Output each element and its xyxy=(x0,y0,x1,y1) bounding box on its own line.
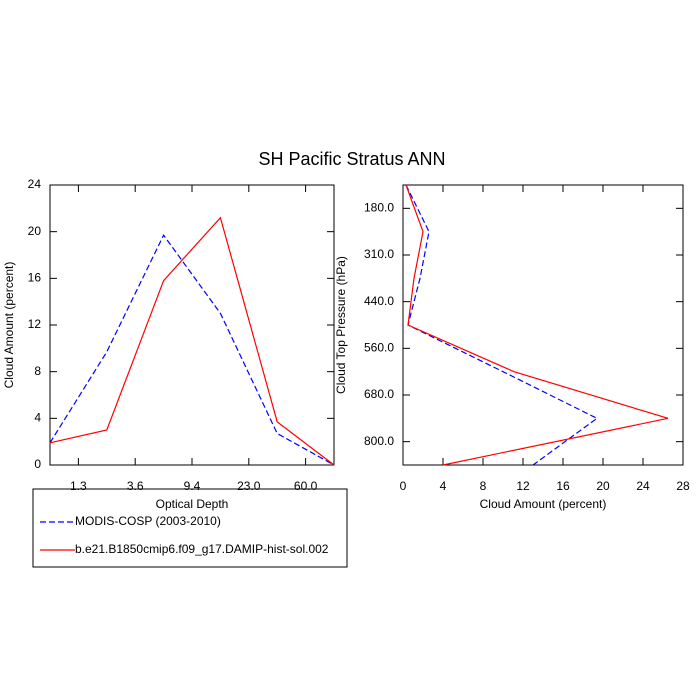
y-tick-label: 680.0 xyxy=(364,387,394,401)
y-tick-label: 0 xyxy=(34,457,41,471)
series-line xyxy=(50,218,334,465)
x-tick-label: 12 xyxy=(516,479,530,493)
x-tick-label: 0 xyxy=(400,479,407,493)
series-line xyxy=(406,185,597,465)
x-tick-label: 16 xyxy=(556,479,570,493)
y-tick-label: 310.0 xyxy=(364,247,394,261)
x-tick-label: 28 xyxy=(676,479,690,493)
x-axis-label: Cloud Amount (percent) xyxy=(480,497,607,511)
series-line xyxy=(50,235,334,465)
y-tick-label: 12 xyxy=(28,317,42,331)
y-tick-label: 8 xyxy=(34,364,41,378)
series-line xyxy=(406,185,668,465)
legend-label: b.e21.B1850cmip6.f09_g17.DAMIP-hist-sol.… xyxy=(75,542,329,556)
y-tick-label: 20 xyxy=(28,224,42,238)
x-tick-label: 4 xyxy=(440,479,447,493)
legend-label: MODIS-COSP (2003-2010) xyxy=(75,514,221,528)
y-tick-label: 800.0 xyxy=(364,434,394,448)
x-axis-label: Optical Depth xyxy=(156,497,229,511)
x-tick-label: 3.6 xyxy=(127,479,144,493)
y-tick-label: 24 xyxy=(28,177,42,191)
y-tick-label: 4 xyxy=(34,411,41,425)
plot-frame xyxy=(50,185,334,465)
figure: SH Pacific Stratus ANN 1.3 3.6 9.4 23.0 60.0… xyxy=(0,0,700,700)
y-tick-label: 560.0 xyxy=(364,341,394,355)
x-tick-label: 9.4 xyxy=(184,479,201,493)
x-tick-label: 60.0 xyxy=(294,479,318,493)
plot-frame xyxy=(403,185,683,465)
x-tick-label: 23.0 xyxy=(237,479,261,493)
x-tick-label: 24 xyxy=(636,479,650,493)
y-tick-label: 440.0 xyxy=(364,294,394,308)
x-tick-label: 20 xyxy=(596,479,610,493)
figure-title: SH Pacific Stratus ANN xyxy=(258,149,445,169)
y-axis-label: Cloud Amount (percent) xyxy=(2,262,16,389)
y-tick-label: 16 xyxy=(28,271,42,285)
x-tick-label: 8 xyxy=(480,479,487,493)
y-tick-label: 180.0 xyxy=(364,201,394,215)
y-axis-label: Cloud Top Pressure (hPa) xyxy=(334,256,348,394)
x-tick-label: 1.3 xyxy=(70,479,87,493)
